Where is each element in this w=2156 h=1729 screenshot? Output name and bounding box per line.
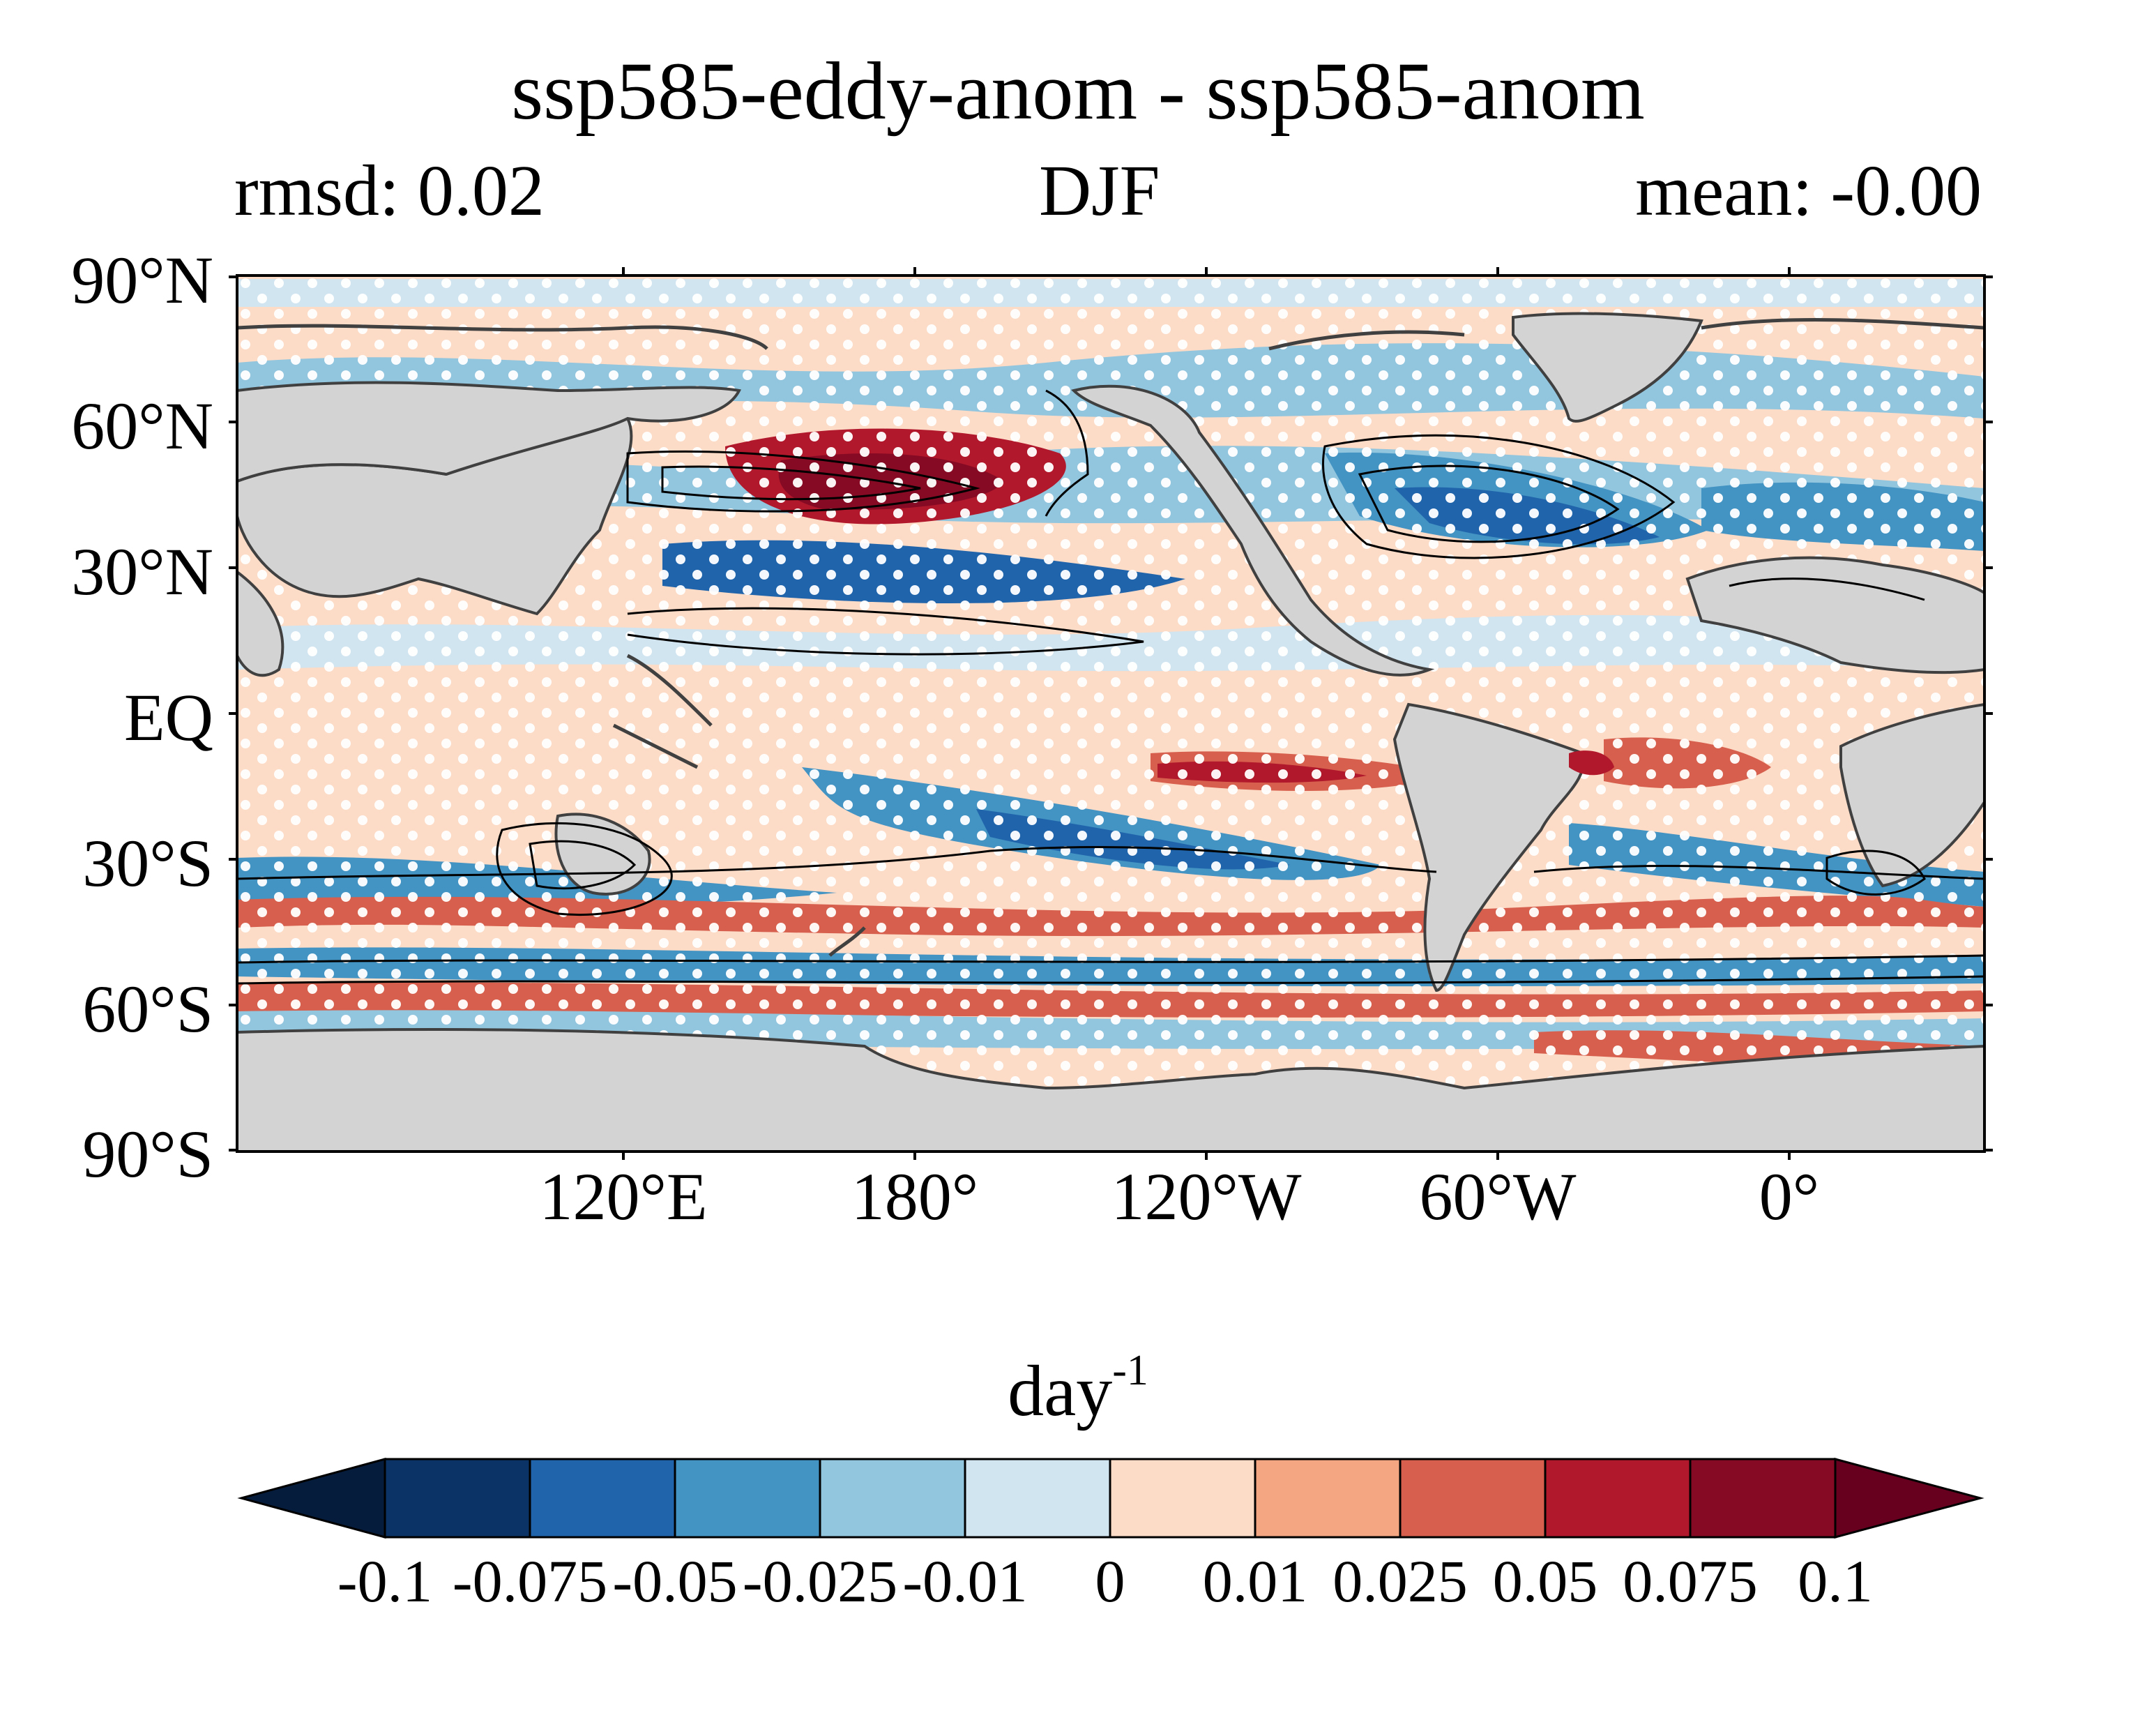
colorbar-box [1399, 1458, 1547, 1539]
lon-label-120e: 120°E [539, 1159, 708, 1234]
land-masses [237, 312, 1984, 1152]
lat-label-30s: 30°S [82, 826, 213, 900]
colorbar-box [1254, 1458, 1402, 1539]
colorbar [237, 1458, 1984, 1539]
lon-label-60w: 60°W [1419, 1159, 1577, 1234]
colorbar-tick-label: -0.075 [452, 1548, 608, 1615]
lat-label-30n: 30°N [71, 534, 213, 609]
lon-label-180: 180° [851, 1159, 979, 1234]
rmsd-label: rmsd: 0.02 [234, 151, 545, 231]
mean-label: mean: -0.00 [1635, 151, 1982, 231]
colorbar-box [964, 1458, 1111, 1539]
colorbar-tick-label: -0.05 [612, 1548, 738, 1615]
units-exponent: -1 [1112, 1347, 1148, 1394]
colorbar-box [819, 1458, 966, 1539]
colorbar-extend-low [237, 1458, 386, 1539]
map-title: ssp585-eddy-anom - ssp585-anom [511, 45, 1645, 137]
lat-label-90n: 90°N [71, 243, 213, 317]
colorbar-tick-label: -0.01 [902, 1548, 1028, 1615]
colorbar-boxes [384, 1458, 1837, 1539]
coastlines [237, 317, 1984, 957]
lon-label-0: 0° [1759, 1159, 1820, 1234]
colorbar-box [529, 1458, 676, 1539]
lat-label-60n: 60°N [71, 388, 213, 463]
colorbar-box [384, 1458, 531, 1539]
lat-label-90s: 90°S [82, 1117, 213, 1191]
lat-label-eq: EQ [124, 680, 213, 755]
map-panel [237, 275, 1984, 1152]
contour-lines [237, 389, 1984, 985]
colorbar-tick-label: 0 [1095, 1548, 1125, 1615]
colorbar-tick-label: 0.025 [1333, 1548, 1468, 1615]
colorbar-tick-label: 0.01 [1202, 1548, 1308, 1615]
colorbar-tick-label: 0.1 [1798, 1548, 1873, 1615]
colorbar-box [1689, 1458, 1837, 1539]
colorbar-box [1544, 1458, 1692, 1539]
colorbar-box [674, 1458, 821, 1539]
lon-label-120w: 120°W [1111, 1159, 1302, 1234]
units-base: day [1008, 1351, 1113, 1431]
axis-ticks [229, 267, 1993, 1160]
colorbar-tick-label: -0.1 [337, 1548, 433, 1615]
colorbar-tick-label: 0.05 [1492, 1548, 1598, 1615]
colorbar-tick-label: -0.025 [742, 1548, 898, 1615]
colorbar-units: day-1 [0, 1346, 2156, 1433]
lat-label-60s: 60°S [82, 972, 213, 1046]
colorbar-tick-label: 0.075 [1623, 1548, 1758, 1615]
colorbar-extend-high [1834, 1458, 1984, 1539]
season-label: DJF [1039, 151, 1160, 231]
colorbar-box [1109, 1458, 1257, 1539]
